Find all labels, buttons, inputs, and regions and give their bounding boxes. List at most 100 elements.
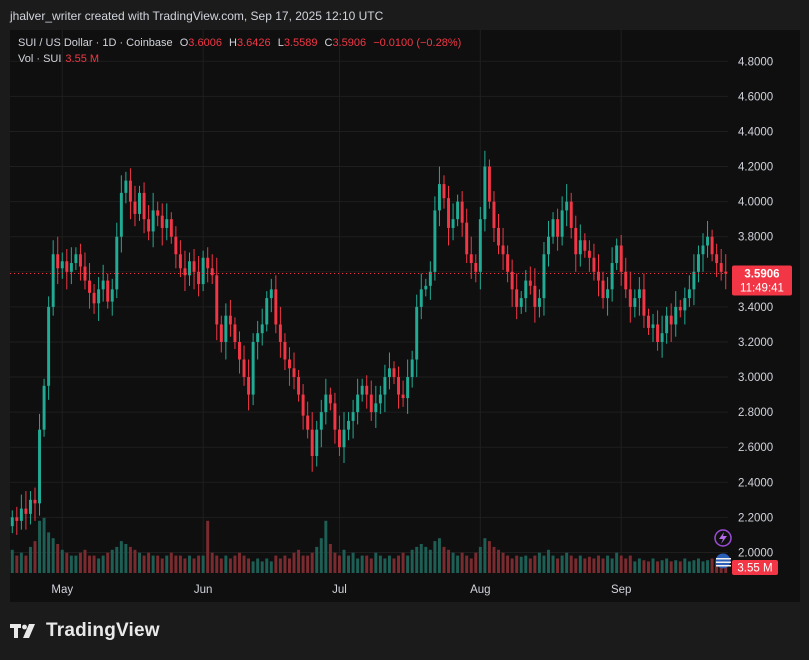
candle-body xyxy=(238,341,241,360)
price-tick-label: 3.4000 xyxy=(738,302,773,314)
volume-bar xyxy=(228,558,232,573)
candle-body xyxy=(569,201,573,228)
volume-bar xyxy=(615,552,619,573)
candle-body xyxy=(19,508,23,521)
volume-bar xyxy=(578,555,582,573)
volume-bar xyxy=(437,538,441,573)
volume-label: Vol · SUI xyxy=(18,53,62,65)
candle-body xyxy=(69,263,73,272)
flag-icon[interactable] xyxy=(715,553,732,569)
volume-bar xyxy=(169,552,173,573)
candle-body xyxy=(460,201,464,223)
volume-bar xyxy=(201,555,205,573)
volume-bar xyxy=(428,549,432,573)
candle-body xyxy=(47,306,51,386)
candle-body xyxy=(706,236,710,246)
candle-body xyxy=(601,280,605,299)
candle-body xyxy=(565,201,569,211)
candlestick-chart[interactable]: 4.8000 4.6000 4.4000 4.2000 4.0000 3.8000 3.60… xyxy=(10,30,800,602)
candle-body xyxy=(65,261,69,272)
volume-bar xyxy=(192,558,196,573)
volume-bar xyxy=(628,555,632,573)
volume-bar xyxy=(674,560,678,573)
volume-bar xyxy=(88,555,92,573)
candle-body xyxy=(151,210,155,232)
volume-bar xyxy=(287,558,291,573)
candle-body xyxy=(587,250,591,258)
volume-bar xyxy=(401,552,405,573)
volume-bar xyxy=(696,558,700,573)
candle-body xyxy=(451,219,455,228)
open-label: O xyxy=(179,37,189,49)
volume-bar xyxy=(151,555,155,573)
volume-bar xyxy=(65,552,69,573)
price-tick-label: 2.2000 xyxy=(738,512,773,524)
candle-body xyxy=(369,394,373,413)
volume-bar xyxy=(242,555,246,573)
volume-bar xyxy=(433,541,437,573)
volume-bar xyxy=(528,558,532,573)
lightning-icon[interactable] xyxy=(714,529,732,547)
candle-body xyxy=(437,184,441,211)
candle-body xyxy=(528,280,532,286)
candle-body xyxy=(592,257,596,272)
volume-bar xyxy=(347,555,351,573)
volume-bar xyxy=(165,555,169,573)
tradingview-brand[interactable]: TradingView xyxy=(10,620,160,642)
candle-body xyxy=(233,324,237,342)
candle-body xyxy=(383,377,387,395)
candle-body xyxy=(74,254,78,264)
symbol-legend[interactable]: SUI / US Dollar · 1D · Coinbase O3.6006 … xyxy=(18,37,461,49)
candle-body xyxy=(406,377,410,399)
tradingview-logo-icon xyxy=(10,624,35,638)
volume-bar xyxy=(592,558,596,573)
volume-bar xyxy=(683,558,687,573)
volume-bar xyxy=(24,555,28,573)
candle-body xyxy=(324,394,328,413)
candle-body xyxy=(342,429,346,448)
chart-panel[interactable]: 4.8000 4.6000 4.4000 4.2000 4.0000 3.8000 3.60… xyxy=(10,30,800,602)
volume-bar xyxy=(97,558,101,573)
candle-body xyxy=(219,324,223,342)
candle-body xyxy=(537,298,541,307)
volume-bar xyxy=(456,555,460,573)
volume-bar xyxy=(10,549,14,573)
price-badge-countdown: 11:49:41 xyxy=(740,282,784,294)
volume-bar xyxy=(369,558,373,573)
volume-bar xyxy=(519,556,523,573)
candle-body xyxy=(551,219,555,237)
candle-body xyxy=(433,210,437,272)
candle-body xyxy=(165,219,169,228)
volume-bar xyxy=(197,555,201,573)
candle-body xyxy=(97,289,101,304)
candle-body xyxy=(142,192,146,220)
volume-legend[interactable]: Vol · SUI 3.55 M xyxy=(18,53,99,65)
change-value: −0.0100 (−0.28%) xyxy=(373,37,462,49)
candle-body xyxy=(519,298,523,307)
volume-bar xyxy=(469,558,473,573)
volume-bar xyxy=(83,549,87,573)
volume-bar xyxy=(701,561,705,573)
volume-bar xyxy=(387,555,391,573)
volume-bar xyxy=(378,555,382,573)
volume-bar xyxy=(533,555,537,573)
volume-bar xyxy=(333,552,337,573)
volume-bar xyxy=(665,558,669,573)
time-tick-label: Aug xyxy=(470,584,490,596)
open-value: 3.6006 xyxy=(188,37,222,49)
candle-body xyxy=(147,219,151,232)
candle-body xyxy=(651,324,655,328)
volume-bar xyxy=(28,546,32,573)
time-tick-label: Jun xyxy=(194,584,213,596)
candle-body xyxy=(687,289,691,299)
candle-body xyxy=(183,268,187,276)
price-tick-label: 4.0000 xyxy=(738,197,773,209)
volume-bar xyxy=(233,555,237,573)
candle-body xyxy=(328,394,332,404)
volume-bar xyxy=(78,552,82,573)
volume-bar xyxy=(69,555,73,573)
volume-bar xyxy=(715,561,719,573)
candle-body xyxy=(392,368,396,378)
volume-bar xyxy=(160,558,164,573)
volume-bar xyxy=(215,555,219,573)
